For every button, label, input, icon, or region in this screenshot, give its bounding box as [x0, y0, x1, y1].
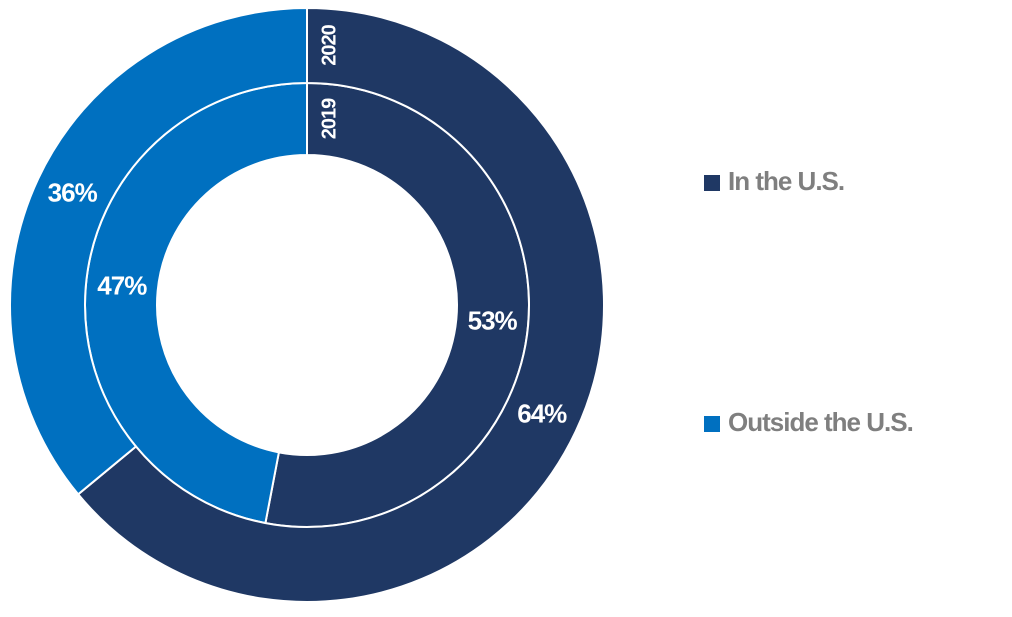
ring-label: 2020 [318, 24, 340, 65]
legend-swatch [704, 175, 720, 191]
data-label: 47% [97, 270, 147, 300]
donut-slice [9, 6, 308, 496]
ring-label: 2019 [318, 98, 340, 139]
data-label: 53% [468, 305, 518, 335]
legend-swatch [704, 416, 720, 432]
legend-label: Outside the U.S. [728, 407, 913, 437]
data-label: 64% [517, 398, 567, 428]
legend-label: In the U.S. [728, 166, 844, 196]
donut-slice [76, 6, 605, 603]
data-label: 36% [48, 177, 98, 207]
